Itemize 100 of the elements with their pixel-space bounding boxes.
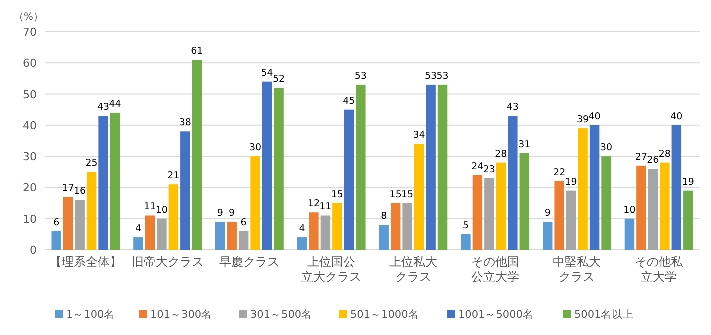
data-label: 12 [308,198,320,210]
bar [602,156,612,250]
data-label: 11 [144,202,156,213]
bar [86,172,97,250]
bar [660,162,670,250]
bar [414,144,424,250]
data-label: 28 [495,148,508,160]
data-label: 4 [135,224,142,235]
bar [63,197,74,250]
bar [356,84,366,250]
data-label: 10 [156,204,168,216]
data-label: 43 [506,102,519,114]
data-label: 8 [381,211,388,222]
bar [484,178,494,250]
bar [379,225,389,250]
y-axis-title: （%） [14,12,44,23]
data-label: 9 [217,208,224,219]
y-tick-label: 10 [23,212,37,226]
data-label: 44 [109,98,122,110]
data-label: 40 [588,111,601,122]
bar [274,88,284,250]
data-label: 17 [62,183,74,194]
x-tick-label: 上位国公立大クラス [300,255,363,285]
data-label: 27 [635,152,648,163]
data-label: 40 [670,111,683,122]
data-label: 31 [518,139,531,150]
bar [297,238,308,250]
x-tick-label: 旧帝大クラス [130,255,205,270]
data-label: 6 [240,217,247,228]
data-label: 53 [424,70,438,82]
bar [461,234,471,250]
x-tick-label: その他国公立大学 [470,255,520,285]
legend-label: 501～1000名 [350,309,420,321]
data-label: 23 [483,164,496,176]
bar [472,175,483,250]
bar [648,169,658,250]
bar [215,222,226,250]
bar [684,190,694,250]
data-label: 28 [658,148,671,160]
legend-label: 1～100名 [66,309,116,321]
legend-label: 101～300名 [150,309,213,321]
bar [227,222,237,250]
bar [438,84,448,250]
data-label: 61 [191,46,204,58]
bar [496,162,506,250]
y-tick-label: 30 [23,150,37,164]
data-label: 19 [565,176,578,188]
bar [402,203,412,250]
data-label: 26 [647,155,660,166]
data-label: 39 [577,114,590,126]
data-label: 53 [354,70,367,82]
data-label: 6 [54,217,60,228]
data-label: 30 [600,142,613,154]
data-label: 30 [250,142,262,154]
data-label: 4 [299,224,306,235]
legend-label: 5001名以上 [574,308,634,321]
bar [75,200,85,250]
bar [192,60,202,250]
bar [157,218,167,250]
bar [238,231,249,250]
bar [578,128,588,250]
x-tick-label: 早慶クラス [218,255,281,270]
data-label: 9 [544,208,551,219]
data-label: 24 [472,161,484,172]
data-label: 5 [462,220,469,232]
bar [320,216,331,250]
bar [98,116,108,250]
bar [309,212,319,250]
legend-label: 301～500名 [250,309,313,321]
legend-label: 1001～5000名 [458,309,534,321]
data-label: 16 [74,186,86,198]
bar [134,238,144,250]
bar [332,203,342,250]
x-tick-label: 中堅私大クラス [552,255,602,285]
data-label: 15 [402,189,414,200]
bar [145,216,156,250]
y-tick-label: 20 [23,182,37,195]
bar [390,203,401,250]
bar [672,125,682,250]
y-tick-label: 0 [30,244,37,257]
data-label: 45 [343,96,356,107]
data-label: 21 [168,170,180,182]
data-label: 11 [320,202,332,213]
x-tick-label: その他私立大学 [634,255,684,285]
data-label: 15 [331,189,344,200]
data-label: 53 [436,70,449,82]
bar [636,166,646,250]
bar [168,184,179,250]
data-label: 19 [682,176,694,188]
bar [426,84,436,250]
data-label: 38 [179,118,192,129]
data-label: 34 [413,130,426,142]
bar [344,110,354,250]
bar [624,218,635,250]
data-label: 15 [390,189,402,200]
y-tick-label: 60 [23,57,37,70]
y-tick-label: 70 [23,26,37,39]
data-label: 52 [272,74,286,86]
data-label: 9 [229,208,236,219]
bar [554,181,564,250]
